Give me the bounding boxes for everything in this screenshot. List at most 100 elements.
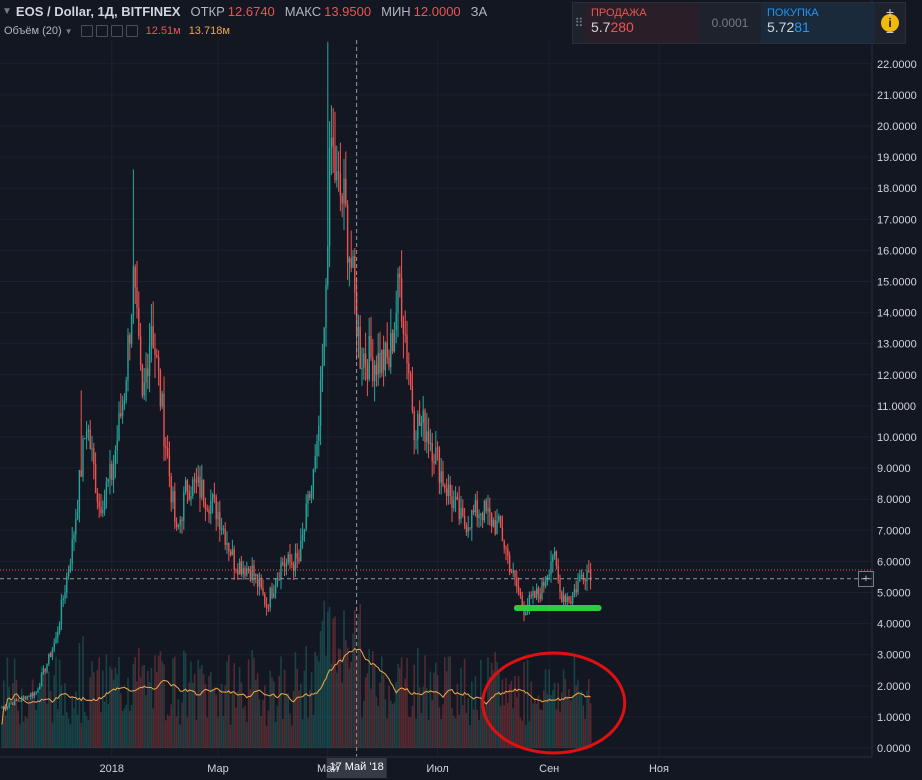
y-tick-label: 11.0000 <box>877 401 916 413</box>
symbol-title[interactable]: EOS / Dollar, 1Д, BITFINEX <box>15 3 181 19</box>
candle-body <box>566 596 568 602</box>
drag-handle-icon[interactable]: ⠿ <box>574 16 584 30</box>
volume-bar <box>163 664 165 748</box>
volume-bar <box>503 705 505 748</box>
volume-bar <box>22 721 25 748</box>
add-order-button[interactable]: + <box>858 571 874 587</box>
candle-body <box>175 522 178 528</box>
volume-bar <box>471 681 473 748</box>
volume-bar <box>404 678 406 748</box>
chevron-down-icon[interactable]: ▼ <box>2 5 12 17</box>
candle-body <box>447 484 450 497</box>
volume-bar <box>208 676 210 748</box>
close-icon[interactable] <box>110 25 123 37</box>
volume-bar <box>220 683 223 748</box>
candle-body <box>150 326 153 345</box>
y-tick-label: 12.0000 <box>877 370 917 382</box>
candle-body <box>417 413 419 440</box>
volume-bar <box>186 716 189 748</box>
candle-body <box>116 440 118 451</box>
y-tick-label: 3.0000 <box>877 650 911 662</box>
volume-bar <box>206 717 208 748</box>
candle-body <box>490 512 493 527</box>
buy-button[interactable]: ПОКУПКА 5.7281 <box>761 3 875 43</box>
volume-bar <box>82 636 84 748</box>
volume-bar <box>409 717 412 748</box>
volume-bar <box>244 705 246 748</box>
volume-bar <box>222 715 225 748</box>
volume-bar <box>58 659 61 748</box>
volume-bar <box>307 717 309 748</box>
candle-body <box>262 588 264 594</box>
volume-bar <box>588 678 590 748</box>
y-tick-label: 4.0000 <box>877 619 911 631</box>
settings-icon[interactable] <box>95 25 108 37</box>
volume-bar <box>107 703 109 748</box>
candle-body <box>400 277 403 322</box>
volume-bar <box>292 690 295 748</box>
candle-body <box>444 485 446 489</box>
volume-bar <box>170 704 172 748</box>
candle-body <box>429 442 432 444</box>
candle-body <box>505 547 507 549</box>
candle-body <box>391 333 394 352</box>
more-icon[interactable] <box>125 25 138 37</box>
volume-bar <box>31 679 34 748</box>
volume-bar <box>42 673 45 748</box>
candle-body <box>96 493 99 502</box>
volume-ma-line <box>1 647 591 725</box>
volume-bar <box>586 690 588 748</box>
candle-body <box>517 586 520 592</box>
candle-body <box>199 476 201 498</box>
volume-bar <box>505 677 507 748</box>
candle-body <box>381 349 383 374</box>
plus-button[interactable]: + <box>885 4 895 20</box>
candles <box>1 42 592 710</box>
volume-bar <box>296 668 298 748</box>
candle-body <box>94 464 97 494</box>
candle-body <box>62 598 64 600</box>
volume-bars <box>1 600 592 748</box>
volume-bar <box>582 705 585 748</box>
volume-bar <box>35 709 37 748</box>
volume-bar <box>62 715 64 748</box>
candle-body <box>285 562 288 567</box>
volume-bar <box>301 719 304 748</box>
eye-icon[interactable] <box>80 25 93 37</box>
candle-body <box>561 591 563 602</box>
candle-body <box>4 706 7 708</box>
y-tick-label: 19.0000 <box>877 152 917 164</box>
sell-button[interactable]: ПРОДАЖА 5.7280 <box>585 3 699 43</box>
chevron-down-icon[interactable]: ▼ <box>64 26 73 36</box>
volume-bar <box>156 671 158 748</box>
candle-body <box>489 508 491 513</box>
candle-body <box>24 696 27 700</box>
high-value: 13.9500 <box>324 3 372 19</box>
volume-bar <box>224 685 226 748</box>
candle-body <box>42 668 45 674</box>
candle-body <box>582 574 585 580</box>
volume-bar <box>15 679 18 748</box>
candle-body <box>319 379 322 426</box>
info-button[interactable]: i <box>875 3 905 43</box>
volume-bar <box>213 687 216 748</box>
volume-value: 12.51м <box>145 25 181 37</box>
volume-label[interactable]: Объём (20) <box>4 25 62 37</box>
volume-bar <box>253 657 255 748</box>
volume-bar <box>438 707 441 748</box>
legend-header: ▼ EOS / Dollar, 1Д, BITFINEX ОТКР 12.674… <box>0 0 487 22</box>
candle-body <box>271 587 273 598</box>
volume-bar <box>103 701 106 748</box>
volume-bar <box>298 690 300 748</box>
volume-bar <box>132 663 135 748</box>
candle-body <box>375 364 378 375</box>
x-tick-label: Май <box>317 763 339 775</box>
candle-body <box>458 499 460 520</box>
volume-bar <box>557 683 559 748</box>
candle-body <box>357 326 360 337</box>
candle-body <box>123 400 126 405</box>
volume-bar <box>467 697 469 748</box>
candle-body <box>278 578 280 580</box>
minus-button[interactable]: − <box>885 24 895 40</box>
